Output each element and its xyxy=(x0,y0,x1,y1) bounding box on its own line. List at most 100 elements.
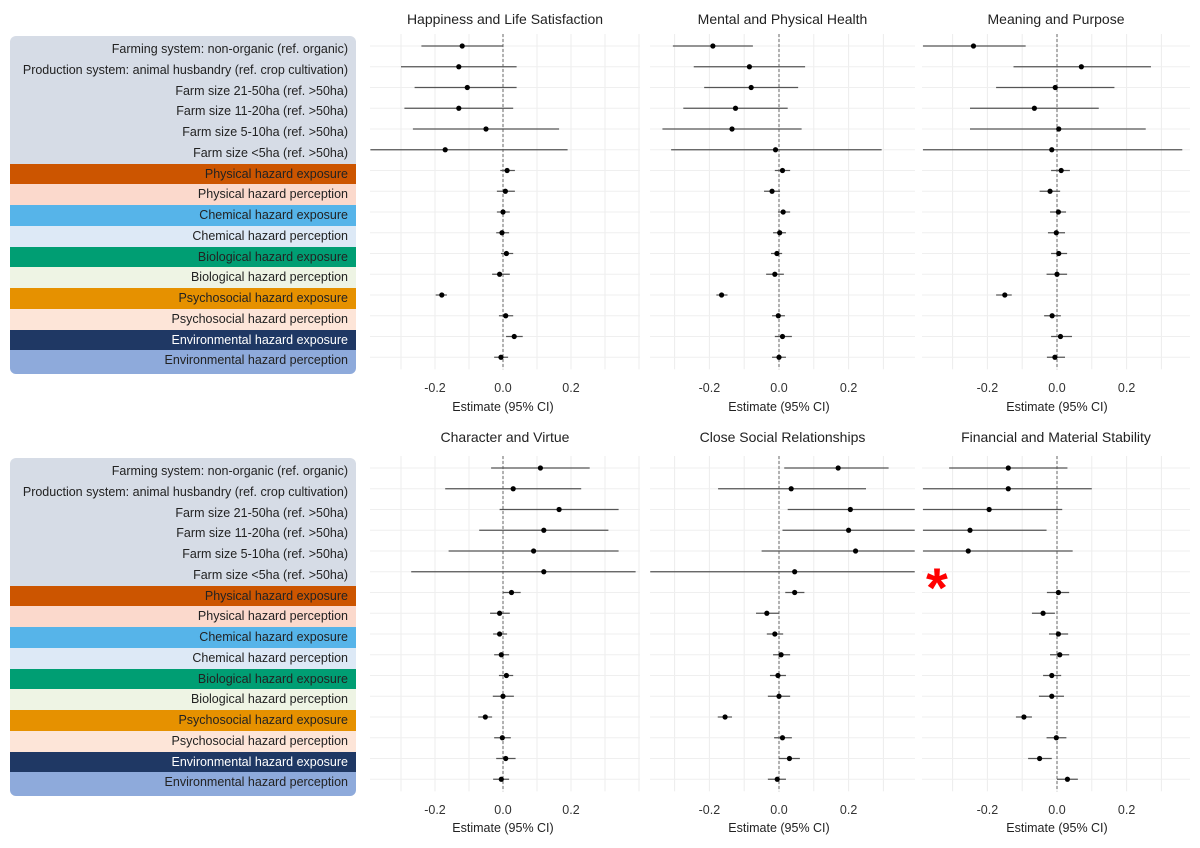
row-label: Farm size 11-20ha (ref. >50ha) xyxy=(10,101,356,122)
point-estimate xyxy=(498,354,504,360)
point-estimate xyxy=(541,569,547,575)
point-estimate xyxy=(780,209,786,215)
x-axis-title: Estimate (95% CI) xyxy=(452,400,553,414)
panel-title: Close Social Relationships xyxy=(700,429,866,445)
point-estimate xyxy=(1057,652,1063,658)
point-estimate xyxy=(777,230,783,236)
row-label: Psychosocial hazard exposure xyxy=(10,710,356,731)
x-tick-label: 0.2 xyxy=(562,381,579,395)
row-label: Farming system: non-organic (ref. organi… xyxy=(10,36,356,60)
row-label: Environmental hazard exposure xyxy=(10,751,356,773)
x-axis-title: Estimate (95% CI) xyxy=(728,400,829,414)
point-estimate xyxy=(497,271,503,277)
point-estimate xyxy=(1049,147,1055,153)
row-label: Farm size 21-50ha (ref. >50ha) xyxy=(10,502,356,524)
row-label: Chemical hazard exposure xyxy=(10,627,356,648)
point-estimate xyxy=(788,486,794,492)
point-estimate xyxy=(1053,230,1059,236)
point-estimate xyxy=(748,84,754,91)
point-estimate xyxy=(1056,126,1062,132)
row-label: Farm size 21-50ha (ref. >50ha) xyxy=(10,80,356,102)
point-estimate xyxy=(779,333,786,340)
point-estimate xyxy=(847,506,853,513)
point-estimate xyxy=(852,548,859,554)
point-estimate xyxy=(504,167,510,174)
point-estimate xyxy=(778,652,784,658)
row-label: Production system: animal husbandry (ref… xyxy=(10,481,356,503)
point-estimate xyxy=(503,313,509,319)
x-axis-title: Estimate (95% CI) xyxy=(1006,821,1107,835)
point-estimate xyxy=(1056,250,1062,257)
point-estimate xyxy=(772,271,778,277)
x-tick-label: -0.2 xyxy=(699,381,721,395)
x-tick-label: 0.0 xyxy=(494,381,511,395)
point-estimate xyxy=(498,652,504,658)
point-estimate xyxy=(774,250,780,257)
point-estimate xyxy=(1064,776,1071,782)
point-estimate xyxy=(500,209,506,215)
point-estimate xyxy=(779,167,786,174)
x-tick-label: 0.0 xyxy=(770,381,787,395)
point-estimate xyxy=(499,230,505,236)
point-estimate xyxy=(1005,465,1011,471)
point-estimate xyxy=(482,714,488,720)
point-estimate xyxy=(786,755,793,762)
point-estimate xyxy=(500,693,506,699)
x-tick-label: 0.0 xyxy=(770,803,787,817)
point-estimate xyxy=(511,333,517,340)
point-estimate xyxy=(556,506,562,513)
point-estimate xyxy=(1057,333,1064,340)
point-estimate xyxy=(775,313,781,319)
row-label: Farm size <5ha (ref. >50ha) xyxy=(10,142,356,164)
point-estimate xyxy=(464,84,470,91)
point-estimate xyxy=(965,548,971,554)
x-tick-label: 0.2 xyxy=(840,381,857,395)
point-estimate xyxy=(792,589,798,596)
point-estimate xyxy=(776,693,782,699)
point-estimate xyxy=(1002,292,1008,298)
x-axis-title: Estimate (95% CI) xyxy=(728,821,829,835)
row-label: Psychosocial hazard perception xyxy=(10,730,356,752)
point-estimate xyxy=(1052,84,1058,91)
x-tick-label: -0.2 xyxy=(977,381,999,395)
x-tick-label: 0.2 xyxy=(562,803,579,817)
row-label: Farming system: non-organic (ref. organi… xyxy=(10,458,356,482)
row-label: Biological hazard exposure xyxy=(10,668,356,690)
point-estimate xyxy=(722,714,728,720)
point-estimate xyxy=(442,147,448,153)
point-estimate xyxy=(503,250,509,257)
row-label: Environmental hazard perception xyxy=(10,772,356,796)
point-estimate xyxy=(835,465,841,471)
point-estimate xyxy=(503,755,509,762)
point-estimate xyxy=(502,188,508,194)
point-estimate xyxy=(732,105,739,111)
point-estimate xyxy=(746,64,753,70)
point-estimate xyxy=(710,43,716,49)
point-estimate xyxy=(1049,693,1055,699)
point-estimate xyxy=(967,527,973,533)
point-estimate xyxy=(718,292,725,298)
point-estimate xyxy=(537,465,544,471)
x-tick-label: -0.2 xyxy=(424,381,446,395)
row-label: Chemical hazard perception xyxy=(10,647,356,669)
point-estimate xyxy=(772,147,779,153)
panel-title: Happiness and Life Satisfaction xyxy=(407,11,603,27)
x-tick-label: 0.0 xyxy=(1048,803,1065,817)
row-label: Farm size 5-10ha (ref. >50ha) xyxy=(10,122,356,143)
point-estimate xyxy=(508,589,515,596)
point-estimate xyxy=(764,610,770,616)
x-axis-title: Estimate (95% CI) xyxy=(1006,400,1107,414)
point-estimate xyxy=(1047,188,1053,194)
point-estimate xyxy=(531,548,537,554)
point-estimate xyxy=(499,735,505,741)
row-label: Production system: animal husbandry (ref… xyxy=(10,59,356,81)
point-estimate xyxy=(459,43,465,49)
x-tick-label: 0.2 xyxy=(1118,381,1135,395)
point-estimate xyxy=(510,486,516,492)
panel-title: Mental and Physical Health xyxy=(698,11,868,27)
panel-title: Financial and Material Stability xyxy=(961,429,1151,445)
row-label-legend-bottom: Farming system: non-organic (ref. organi… xyxy=(10,458,356,796)
point-estimate xyxy=(729,126,735,132)
row-label: Farm size <5ha (ref. >50ha) xyxy=(10,564,356,586)
